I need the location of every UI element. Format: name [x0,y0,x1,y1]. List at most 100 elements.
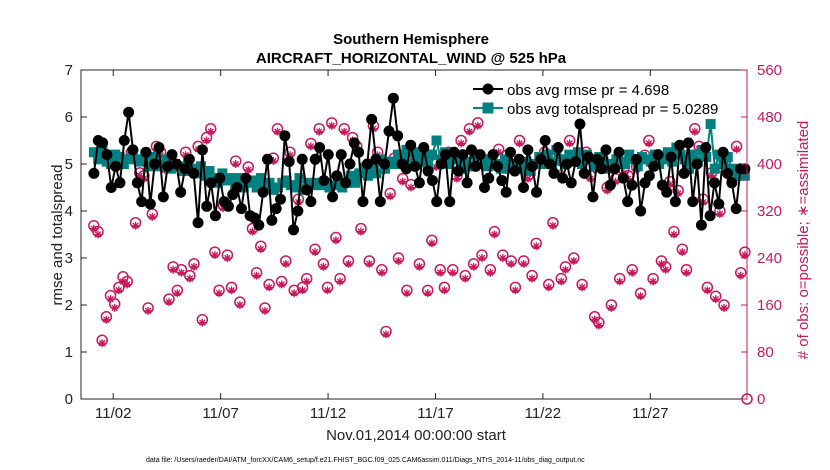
rmse-point [309,153,321,165]
obs-assimilated-point [169,265,178,274]
rmse-point [123,106,135,118]
spread-point [255,173,266,184]
spread-point [135,156,146,167]
rmse-point [162,160,174,172]
rmse-point [643,170,655,182]
rmse-point [101,149,113,161]
rmse-point [578,167,590,179]
obs-assimilated-point [277,280,286,289]
rmse-point [596,163,608,175]
rmse-point [583,151,595,163]
rmse-point [504,146,516,158]
obs-assimilated-point [231,160,240,168]
obs-assimilated-point [669,230,678,239]
y-tick-label: 0 [65,391,73,408]
rmse-point [270,203,282,215]
obs-assimilated-point [644,139,653,148]
rmse-point [630,153,642,165]
spread-point [362,170,373,181]
rmse-point [331,170,343,182]
obs-assimilated-point [327,121,336,130]
obs-assimilated-point [703,286,712,295]
rmse-point [127,144,139,156]
obs-assimilated-point [711,295,720,304]
x-tick-label: 11/12 [310,405,346,422]
rmse-point [235,203,247,215]
obs-assimilated-point [323,286,332,295]
legend-spread-marker [482,102,494,114]
obs-assimilated-point [202,136,211,145]
rmse-point [400,163,412,175]
data-file-footnote: data file: /Users/raeder/DAI/ATM_forcXX/… [146,457,585,464]
spread-point [709,163,720,174]
rmse-point [487,149,499,161]
rmse-point [700,142,712,154]
obs-assimilated-point [119,277,128,286]
rmse-point [648,160,660,172]
rmse-point [426,174,438,186]
rmse-point [283,156,295,168]
obs-assimilated-point [590,315,599,324]
rmse-point [357,196,369,208]
spread-point [739,170,750,181]
obs-assimilated-point [557,277,566,286]
y2-tick-label: 480 [757,109,782,126]
spread-point [517,163,528,174]
obs-assimilated-point [319,262,328,271]
rmse-point [192,217,204,229]
rmse-point [201,200,213,212]
rmse-point [587,191,599,203]
obs-assimilated-point [678,248,687,257]
spread-point [444,159,455,169]
obs-assimilated-point [281,259,290,268]
rmse-point [730,203,742,215]
rmse-point [136,196,148,208]
obs-assimilated-point [273,127,282,136]
obs-assimilated-point [511,286,520,295]
obs-assimilated-point [223,254,232,262]
rmse-point [327,191,339,203]
rmse-point [535,153,547,165]
spread-point [688,149,699,160]
rmse-point [452,165,464,177]
obs-assimilated-point [657,259,666,268]
obs-assimilated-point [544,283,553,292]
obs-assimilated-point [377,268,386,277]
rmse-point [431,196,443,208]
rmse-point [392,130,404,142]
rmse-point [405,139,417,151]
obs-assimilated-point [398,177,407,186]
rmse-point [266,214,278,226]
obs-assimilated-point [340,127,349,136]
rmse-point [509,165,521,177]
rmse-point [461,177,473,189]
rmse-point [288,224,300,236]
x-tick-label: 11/17 [417,405,453,422]
rmse-point [739,163,751,175]
obs-assimilated-point [440,286,449,295]
rmse-point [513,153,525,165]
obs-assimilated-point [114,286,123,295]
rmse-point [665,151,677,163]
rmse-point [261,153,273,165]
y2-tick-label: 80 [757,344,774,361]
spread-point [645,156,656,167]
spread-point [290,182,301,193]
rmse-point [470,160,482,172]
rmse-point [340,177,352,189]
rmse-point [409,160,421,172]
y-tick-label: 2 [65,297,73,314]
obs-assimilated-point [519,259,528,268]
obs-assimilated-point [144,306,153,315]
rmse-point [231,182,243,193]
obs-assimilated-point [331,236,340,245]
rmse-point [301,184,313,196]
obs-assimilated-point [189,262,198,271]
obs-assimilated-point [661,265,670,274]
obs-assimilated-point [336,277,345,286]
obs-assimilated-point [477,254,486,262]
spread-point [662,147,673,158]
obs-assimilated-point [365,259,374,268]
spread-point [684,163,695,174]
